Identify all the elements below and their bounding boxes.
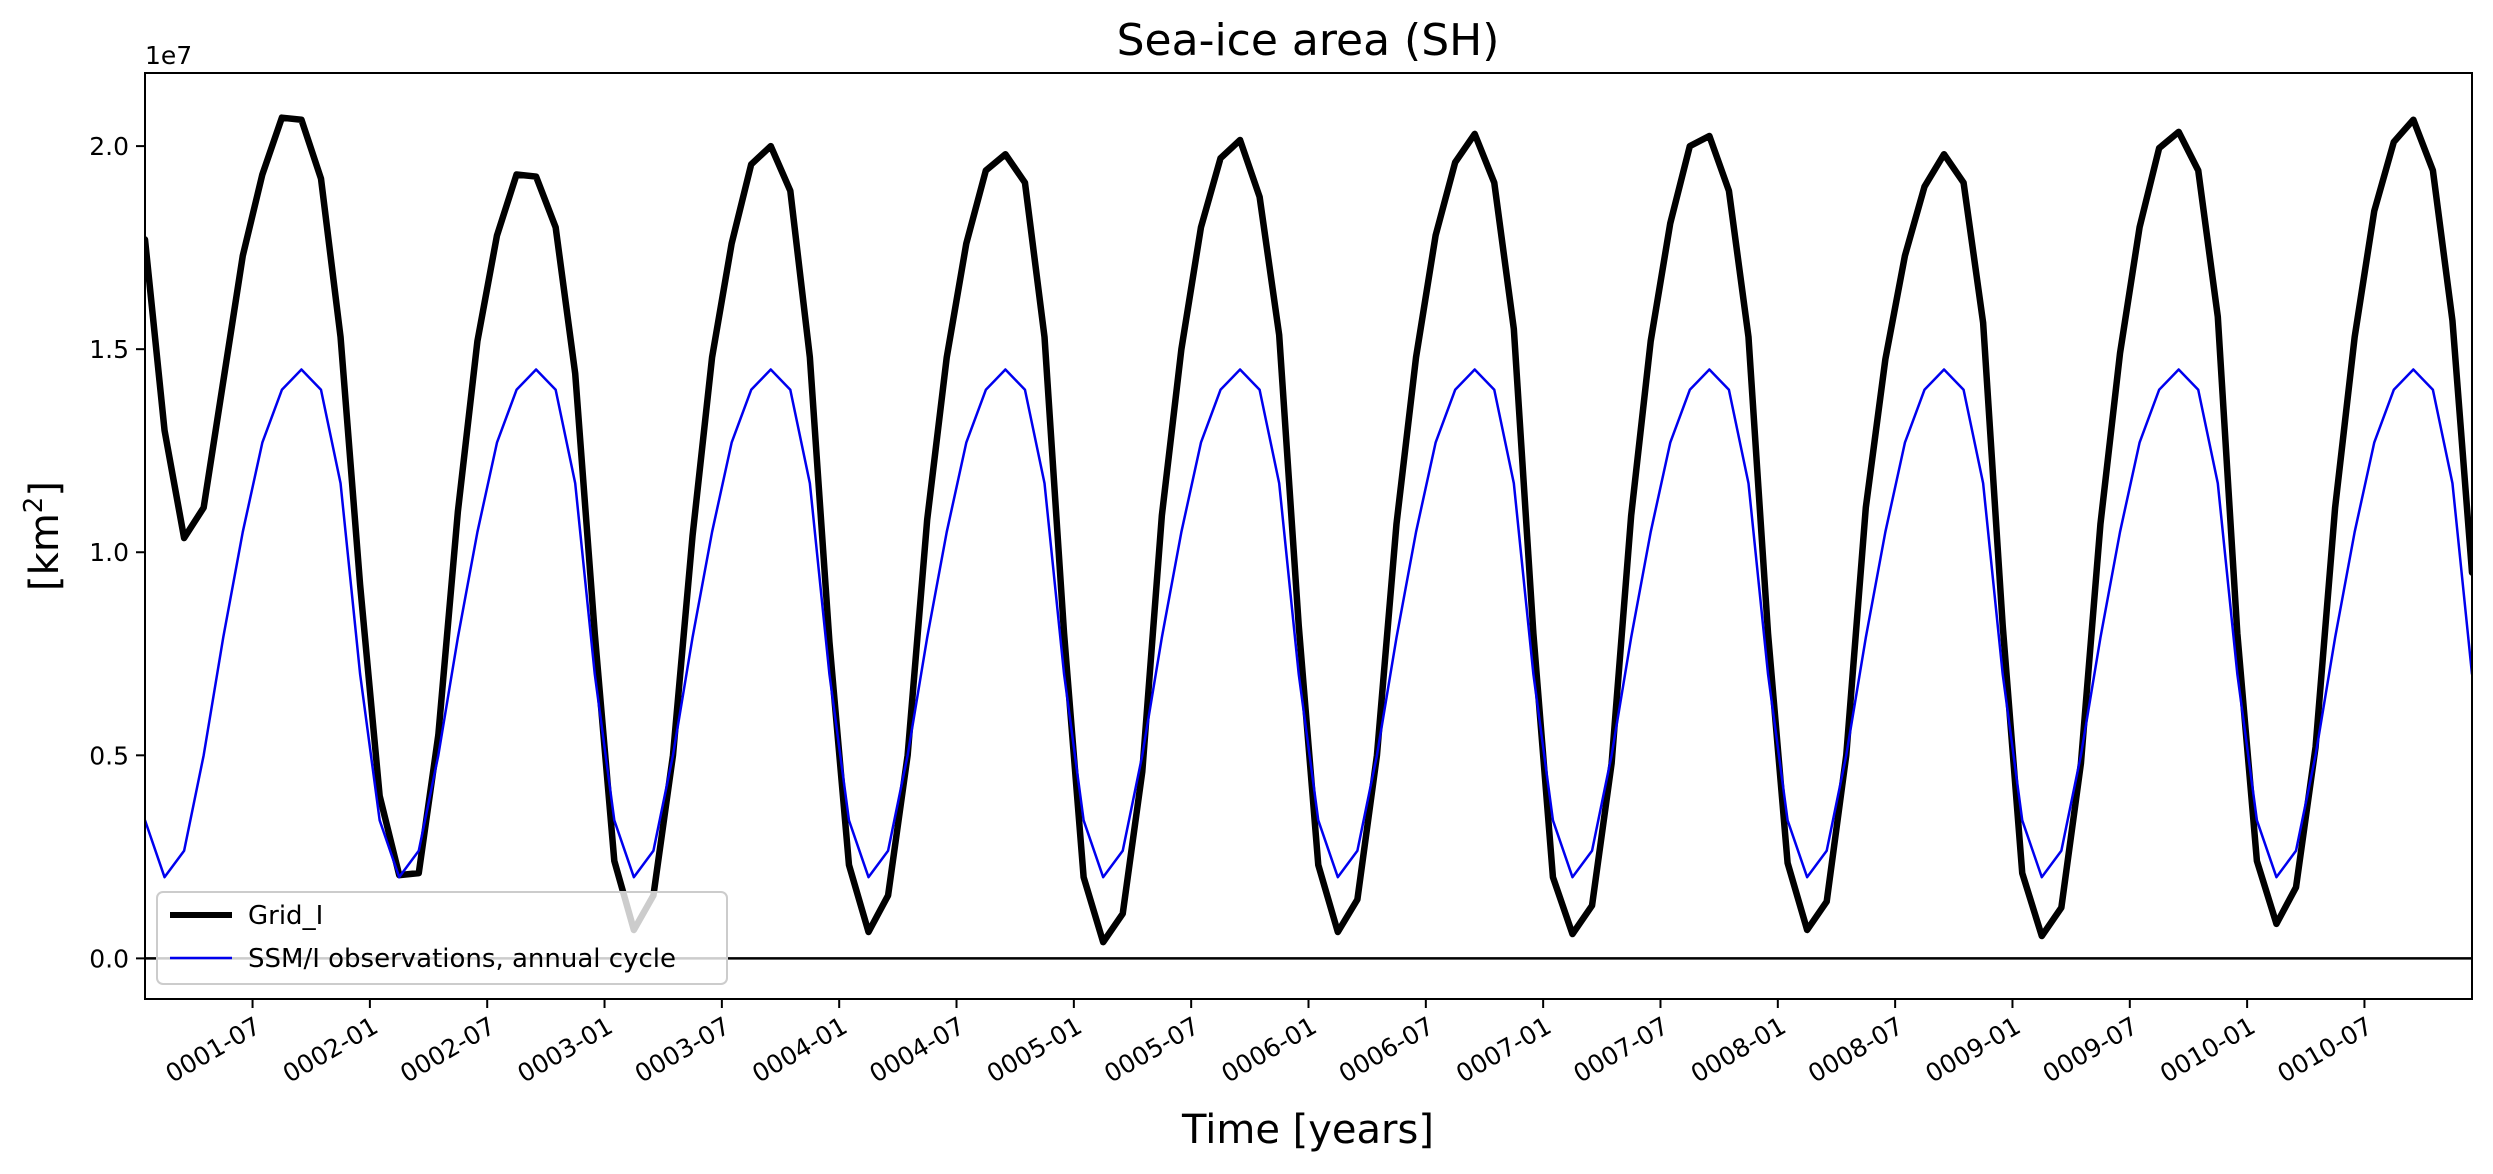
legend-label-grid-i: Grid_I: [248, 901, 323, 931]
x-axis-label: Time [years]: [1181, 1107, 1434, 1153]
legend: Grid_I SSM/I observations, annual cycle: [156, 891, 728, 985]
y-axis-label-main: [km: [22, 513, 68, 591]
y-tick-label: 0.0: [89, 944, 129, 973]
y-tick-label: 1.5: [89, 335, 129, 364]
series-line-ssmi-observations: [145, 368, 2472, 879]
y-axis-label: [km2]: [19, 481, 68, 591]
y-axis: 0.0 0.5 1.0 1.5 2.0: [89, 132, 145, 973]
y-offset-label: 1e7: [145, 41, 192, 70]
y-tick-label: 1.0: [89, 538, 129, 567]
legend-frame: [156, 891, 728, 985]
chart-title: Sea-ice area (SH): [1117, 15, 1500, 66]
y-axis-label-close: ]: [22, 481, 68, 497]
series-layer: [145, 114, 2472, 946]
y-tick-label: 2.0: [89, 132, 129, 161]
y-axis-label-superscript: 2: [19, 497, 49, 514]
y-tick-label: 0.5: [89, 741, 129, 770]
legend-label-ssmi: SSM/I observations, annual cycle: [248, 944, 676, 974]
